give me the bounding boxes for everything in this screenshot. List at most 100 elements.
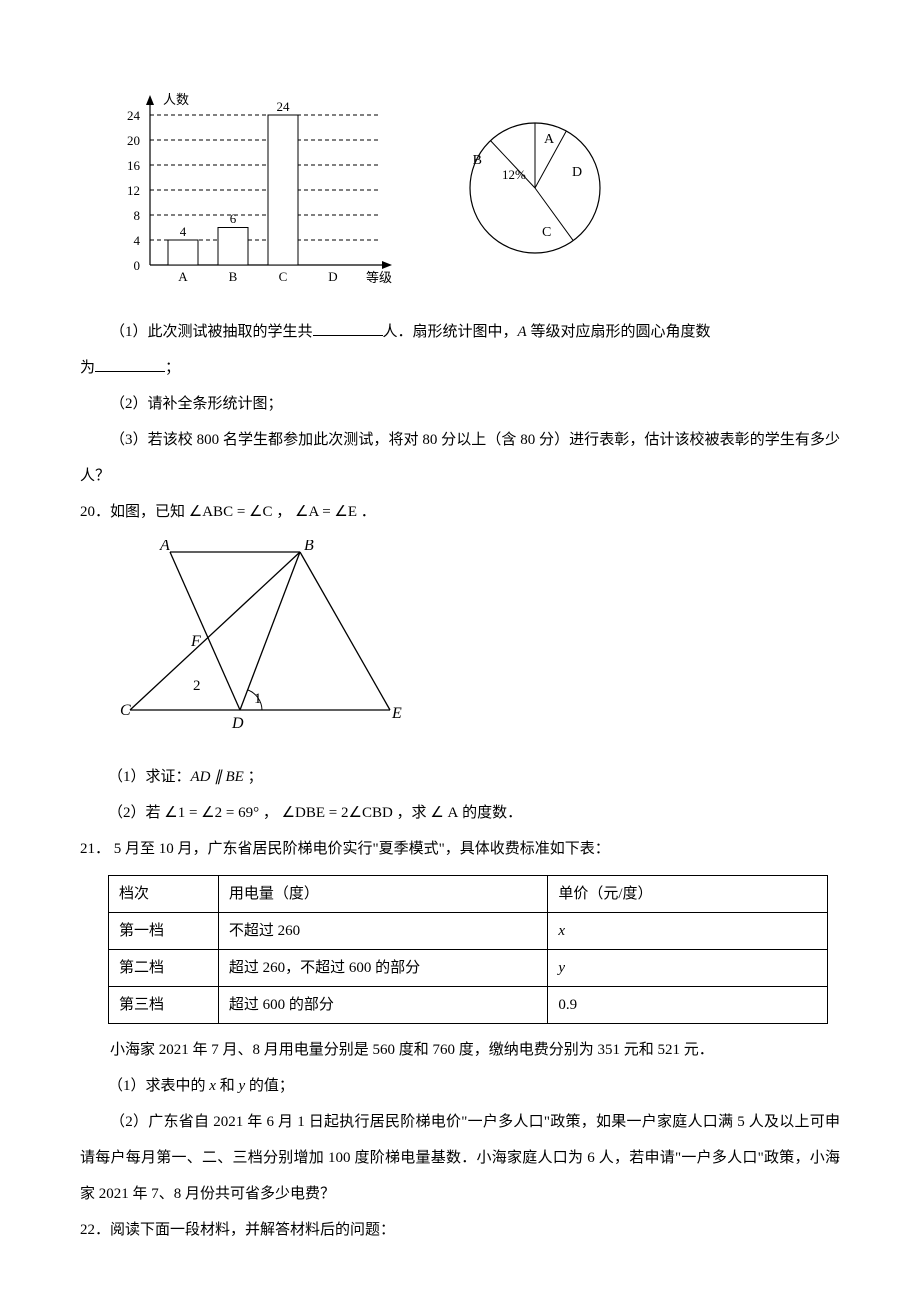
q20-comma: ， bbox=[272, 504, 295, 520]
q19-sub2: （2）请补全条形统计图； bbox=[80, 386, 840, 422]
q20-diagram: A B C D E F 2 1 bbox=[120, 540, 840, 749]
td-usage1: 不超过 260 bbox=[218, 913, 548, 950]
charts-row: 人数 0 4 8 12 16 20 24 4 A bbox=[110, 90, 840, 299]
td-tier3: 第三档 bbox=[109, 987, 219, 1024]
q21-sub1-suffix: 的值； bbox=[245, 1078, 294, 1094]
cat-a: A bbox=[178, 269, 188, 284]
pt-d: D bbox=[231, 715, 244, 732]
edge-ad bbox=[170, 552, 240, 710]
edge-be bbox=[300, 552, 390, 710]
q21-sub1-mid: 和 bbox=[216, 1078, 239, 1094]
q19-sub1-line2: 为； bbox=[80, 350, 840, 386]
edge-bd bbox=[240, 552, 300, 710]
ytick-20: 20 bbox=[127, 133, 140, 148]
q19-sub1-line2-prefix: 为 bbox=[80, 360, 95, 376]
price-table: 档次 用电量（度） 单价（元/度） 第一档 不超过 260 x 第二档 超过 2… bbox=[108, 875, 828, 1024]
angle-2: 2 bbox=[193, 678, 201, 694]
td-usage3: 超过 600 的部分 bbox=[218, 987, 548, 1024]
edge-bc bbox=[130, 552, 300, 710]
q20-stem-prefix: 如图，已知 bbox=[110, 504, 189, 520]
bar-b bbox=[218, 228, 248, 266]
ytick-24: 24 bbox=[127, 108, 141, 123]
q20-sub2-mid1: ， bbox=[259, 805, 282, 821]
q21-num: 21． bbox=[80, 841, 110, 857]
cat-c: C bbox=[279, 269, 288, 284]
q19-sub1-prefix: （1）此次测试被抽取的学生共 bbox=[110, 324, 313, 340]
q21-sub2: （2）广东省自 2021 年 6 月 1 日起执行居民阶梯电价"一户多人口"政策… bbox=[80, 1104, 840, 1212]
td-price2: y bbox=[548, 950, 828, 987]
bar-a-label: 4 bbox=[180, 224, 187, 239]
bar-a bbox=[168, 240, 198, 265]
pie-c-label: C bbox=[542, 225, 551, 240]
q20-sub2-eq2: ∠DBE = 2∠CBD bbox=[282, 805, 393, 821]
q21-sub1-x: x bbox=[209, 1078, 216, 1094]
q22-num: 22． bbox=[80, 1222, 110, 1238]
ytick-0: 0 bbox=[134, 258, 141, 273]
cat-d: D bbox=[328, 269, 337, 284]
q20-num: 20． bbox=[80, 504, 110, 520]
q21-stem: 5 月至 10 月，广东省居民阶梯电价实行"夏季模式"，具体收费标准如下表： bbox=[110, 841, 610, 857]
blank-2[interactable] bbox=[95, 357, 165, 372]
bar-b-label: 6 bbox=[230, 211, 237, 226]
td-usage2: 超过 260，不超过 600 的部分 bbox=[218, 950, 548, 987]
q19-sub1-line2-suffix: ； bbox=[165, 360, 180, 376]
q20-sub1-math: AD ∥ BE bbox=[191, 769, 244, 785]
pt-a: A bbox=[159, 540, 170, 554]
ytick-12: 12 bbox=[127, 183, 140, 198]
td-tier2: 第二档 bbox=[109, 950, 219, 987]
pt-f: F bbox=[190, 633, 201, 650]
bar-c-label: 24 bbox=[277, 99, 291, 114]
td-tier1: 第一档 bbox=[109, 913, 219, 950]
pt-c: C bbox=[120, 702, 131, 719]
ytick-8: 8 bbox=[134, 208, 141, 223]
pie-chart: A B 12% C D bbox=[450, 108, 620, 282]
q19-sub3: （3）若该校 800 名学生都参加此次测试，将对 80 分以上（含 80 分）进… bbox=[80, 422, 840, 494]
q20-period: ． bbox=[357, 504, 376, 520]
q20-sub2-mid2: ，求 bbox=[393, 805, 431, 821]
q21-sub1: （1）求表中的 x 和 y 的值； bbox=[108, 1068, 840, 1104]
q19-sub1: （1）此次测试被抽取的学生共人．扇形统计图中，A 等级对应扇形的圆心角度数 为； bbox=[80, 314, 840, 386]
q20: 20．如图，已知 ∠ABC = ∠C ， ∠A = ∠E ． bbox=[80, 494, 840, 530]
table-row: 第二档 超过 260，不超过 600 的部分 y bbox=[109, 950, 828, 987]
pie-a-label: A bbox=[544, 132, 555, 147]
q22-stem: 阅读下面一段材料，并解答材料后的问题： bbox=[110, 1222, 395, 1238]
cat-b: B bbox=[229, 269, 238, 284]
q22: 22．阅读下面一段材料，并解答材料后的问题： bbox=[80, 1212, 840, 1248]
angle-1: 1 bbox=[254, 691, 262, 707]
pt-b: B bbox=[304, 540, 314, 554]
q21-after-table: 小海家 2021 年 7 月、8 月用电量分别是 560 度和 760 度，缴纳… bbox=[80, 1032, 840, 1068]
pie-b-label: B bbox=[473, 153, 482, 168]
x-axis-label: 等级 bbox=[366, 270, 392, 285]
q20-sub2-eq1: ∠1 = ∠2 = 69° bbox=[164, 805, 259, 821]
pt-e: E bbox=[391, 705, 402, 722]
x-axis-arrow bbox=[382, 261, 392, 269]
pie-b-pct: 12% bbox=[502, 167, 526, 182]
td-price3: 0.9 bbox=[548, 987, 828, 1024]
th-price: 单价（元/度） bbox=[548, 876, 828, 913]
q20-eq2: ∠A = ∠E bbox=[295, 504, 357, 520]
bar-c bbox=[268, 115, 298, 265]
td-price1: x bbox=[548, 913, 828, 950]
blank-1[interactable] bbox=[313, 321, 383, 336]
q20-sub1-prefix: （1）求证： bbox=[108, 769, 191, 785]
q20-eq1: ∠ABC = ∠C bbox=[189, 504, 273, 520]
q20-sub2-suffix: 的度数． bbox=[458, 805, 522, 821]
y-axis-arrow bbox=[146, 95, 154, 105]
ytick-16: 16 bbox=[127, 158, 141, 173]
ytick-4: 4 bbox=[134, 233, 141, 248]
q20-sub1-suffix: ； bbox=[244, 769, 263, 785]
bar-chart: 人数 0 4 8 12 16 20 24 4 A bbox=[110, 90, 410, 299]
q21-sub1-prefix: （1）求表中的 bbox=[108, 1078, 209, 1094]
th-tier: 档次 bbox=[109, 876, 219, 913]
q19-sub1-mid: 人．扇形统计图中， bbox=[383, 324, 518, 340]
q19-sub1-var: A bbox=[518, 324, 527, 340]
q20-sub2-prefix: （2）若 bbox=[108, 805, 164, 821]
th-usage: 用电量（度） bbox=[218, 876, 548, 913]
y-axis-label: 人数 bbox=[163, 92, 189, 107]
q19-sub1-line1: （1）此次测试被抽取的学生共 人．扇形统计图中，A 等级对应扇形的圆心角度数 bbox=[80, 314, 840, 350]
table-row: 第三档 超过 600 的部分 0.9 bbox=[109, 987, 828, 1024]
table-row: 第一档 不超过 260 x bbox=[109, 913, 828, 950]
table-row: 档次 用电量（度） 单价（元/度） bbox=[109, 876, 828, 913]
q21: 21． 5 月至 10 月，广东省居民阶梯电价实行"夏季模式"，具体收费标准如下… bbox=[80, 831, 840, 867]
q19-sub1-suffix: 等级对应扇形的圆心角度数 bbox=[527, 324, 711, 340]
